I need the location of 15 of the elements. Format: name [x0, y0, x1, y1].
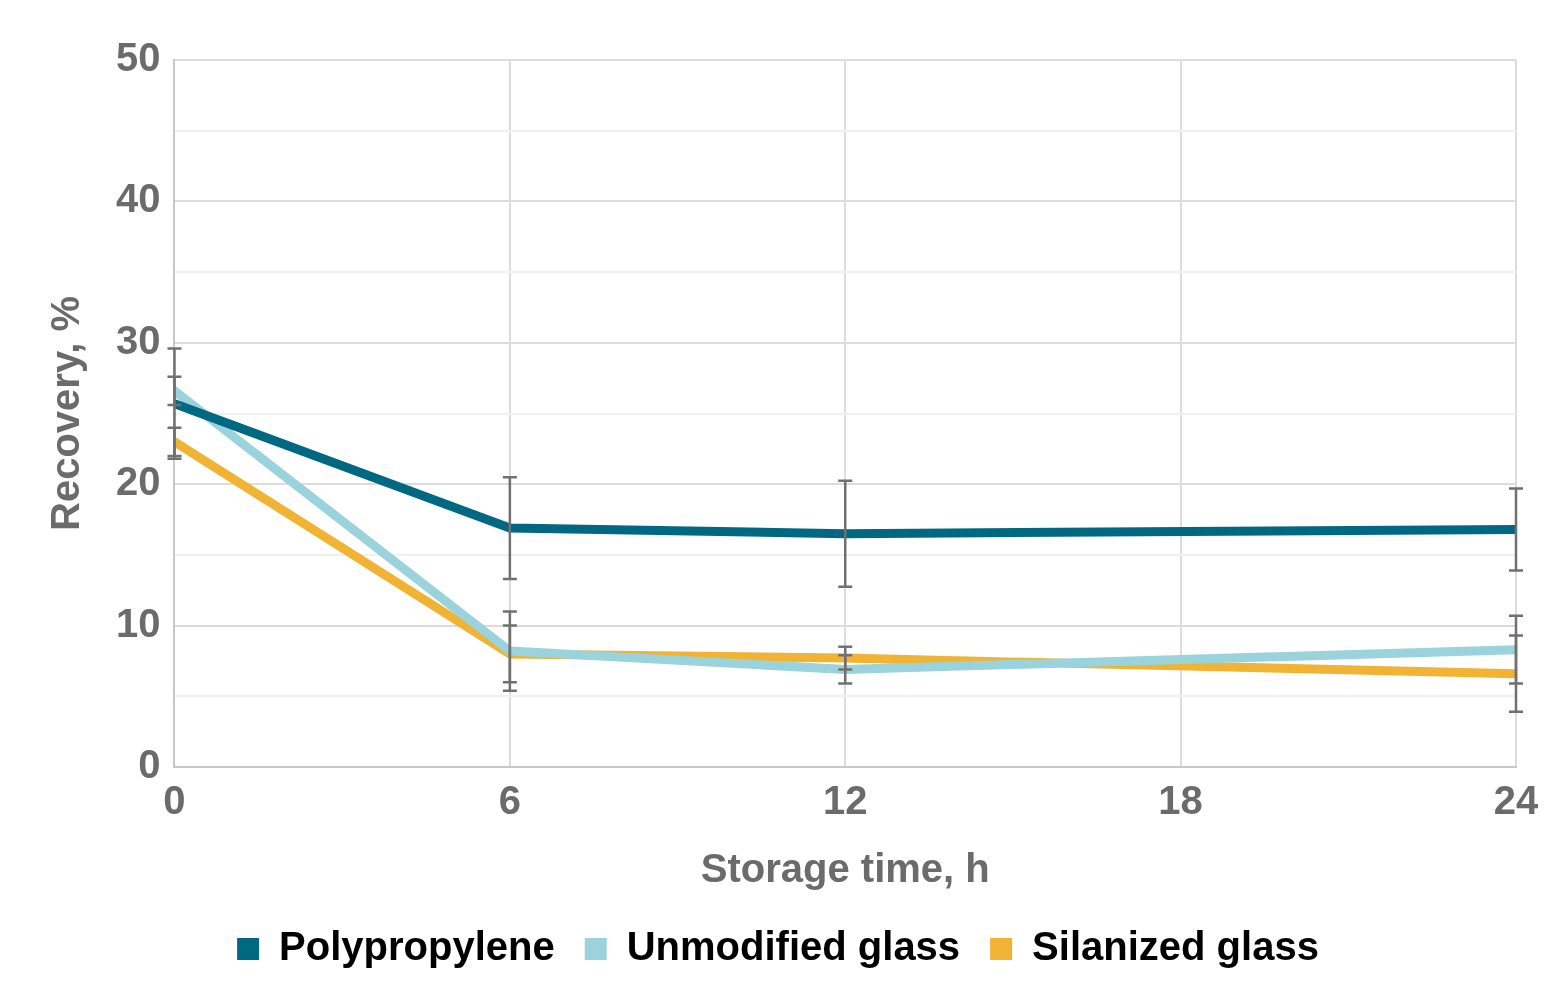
y-axis-title: Recovery, % [43, 296, 88, 531]
x-tick-label: 6 [498, 778, 521, 823]
x-tick-label: 24 [1493, 778, 1539, 823]
y-tick-label: 50 [115, 35, 161, 80]
y-tick-label: 20 [115, 459, 161, 504]
y-tick-label: 40 [115, 176, 161, 221]
x-axis-title: Storage time, h [700, 846, 990, 891]
legend-label: Polypropylene [279, 924, 555, 969]
legend-label: Silanized glass [1032, 924, 1319, 969]
y-tick-label: 10 [115, 600, 161, 645]
x-tick-label: 18 [1158, 778, 1203, 823]
y-tick-label: 0 [138, 742, 161, 787]
legend-label: Unmodified glass [626, 924, 961, 969]
x-tick-label: 12 [823, 778, 868, 823]
y-tick-label: 30 [115, 317, 161, 362]
